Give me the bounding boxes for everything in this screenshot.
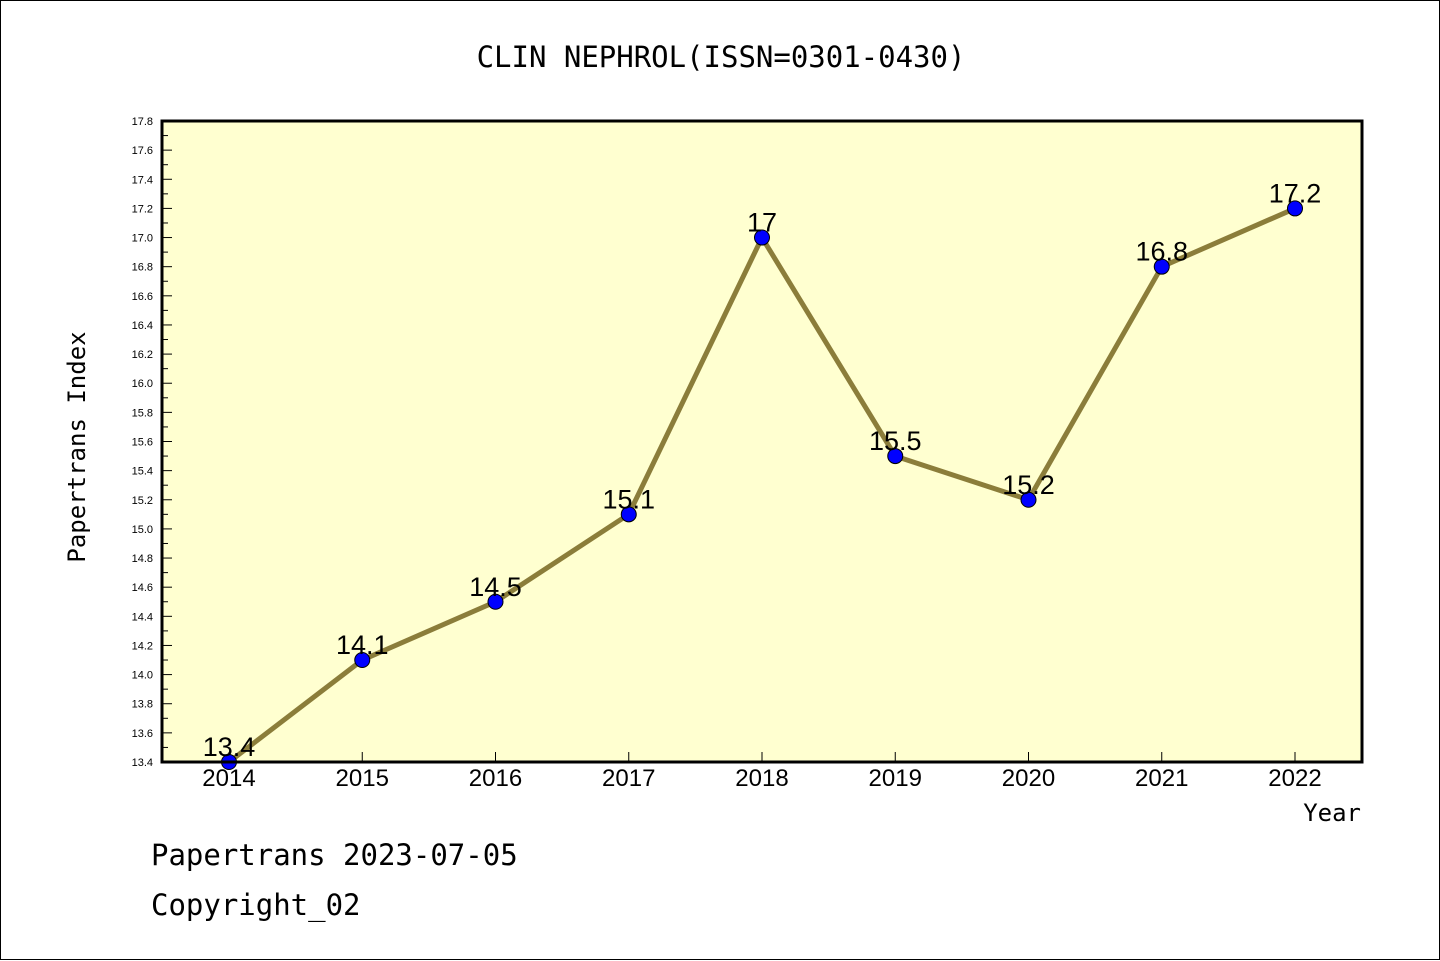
y-tick-label: 17.0 [132, 233, 153, 245]
y-tick-label: 14.8 [132, 553, 153, 565]
y-tick-label: 16.0 [132, 378, 153, 390]
x-axis-ticks: 2014 2015 2016 2017 2018 2019 2020 2021 2022 [202, 752, 1322, 792]
data-label: 13.4 [203, 732, 256, 762]
x-tick-label: 2015 [336, 765, 389, 792]
y-tick-label: 15.0 [132, 524, 153, 536]
x-tick-label: 2019 [869, 765, 922, 792]
data-point [1020, 491, 1037, 508]
footer-date: Papertrans 2023-07-05 [151, 838, 518, 872]
y-tick-label: 15.8 [132, 407, 153, 419]
chart-title: CLIN NEPHROL(ISSN=0301-0430) [477, 40, 966, 74]
footer-copyright: Copyright_02 [151, 888, 361, 923]
y-tick-label: 13.6 [132, 728, 153, 740]
y-tick-label: 16.6 [132, 291, 153, 303]
data-label: 17 [747, 208, 777, 238]
y-tick-label: 17.2 [132, 203, 153, 215]
x-tick-label: 2020 [1002, 765, 1055, 792]
data-label: 16.8 [1135, 237, 1188, 267]
y-tick-label: 16.8 [132, 262, 153, 274]
y-tick-label: 13.8 [132, 699, 153, 711]
y-tick-label: 14.4 [132, 611, 153, 623]
plot-border [160, 119, 1364, 764]
data-label: 15.5 [869, 426, 922, 456]
y-tick-label: 14.0 [132, 670, 153, 682]
data-label: 15.2 [1002, 470, 1055, 500]
x-tick-label: 2022 [1268, 765, 1321, 792]
y-tick-label: 15.2 [132, 495, 153, 507]
data-label: 14.5 [469, 572, 522, 602]
x-tick-label: 2016 [469, 765, 522, 792]
y-tick-label: 16.2 [132, 349, 153, 361]
data-point [1287, 200, 1303, 217]
x-axis-label: Year [1303, 799, 1361, 827]
y-tick-label: 16.4 [132, 320, 153, 332]
data-label: 17.2 [1269, 178, 1322, 208]
y-tick-label: 13.4 [132, 757, 153, 769]
x-tick-label: 2018 [735, 765, 788, 792]
data-point [354, 652, 371, 669]
data-series: 13.4 14.1 14.5 15.1 17 15.5 15.2 16.8 17.2 [203, 178, 1322, 770]
data-point [487, 593, 504, 610]
x-tick-label: 2017 [602, 765, 655, 792]
data-label: 15.1 [602, 484, 655, 514]
x-tick-label: 2021 [1135, 765, 1188, 792]
y-tick-label: 14.2 [132, 640, 153, 652]
data-point [1153, 258, 1170, 275]
y-tick-label: 17.6 [132, 145, 153, 157]
y-axis-label: Papertrans Index [63, 331, 91, 562]
data-point [620, 506, 637, 523]
data-point [754, 229, 770, 246]
data-label: 14.1 [336, 630, 389, 660]
y-axis-ticks: 13.4 13.6 13.8 14.0 14.2 14.4 14.6 14.8 15.0 15.2… [132, 116, 172, 769]
y-tick-label: 14.6 [132, 582, 153, 594]
y-tick-label: 15.4 [132, 466, 153, 478]
y-tick-label: 15.6 [132, 437, 153, 449]
y-tick-label: 17.4 [132, 174, 153, 186]
y-tick-label: 17.8 [132, 116, 153, 128]
data-point [887, 448, 904, 465]
